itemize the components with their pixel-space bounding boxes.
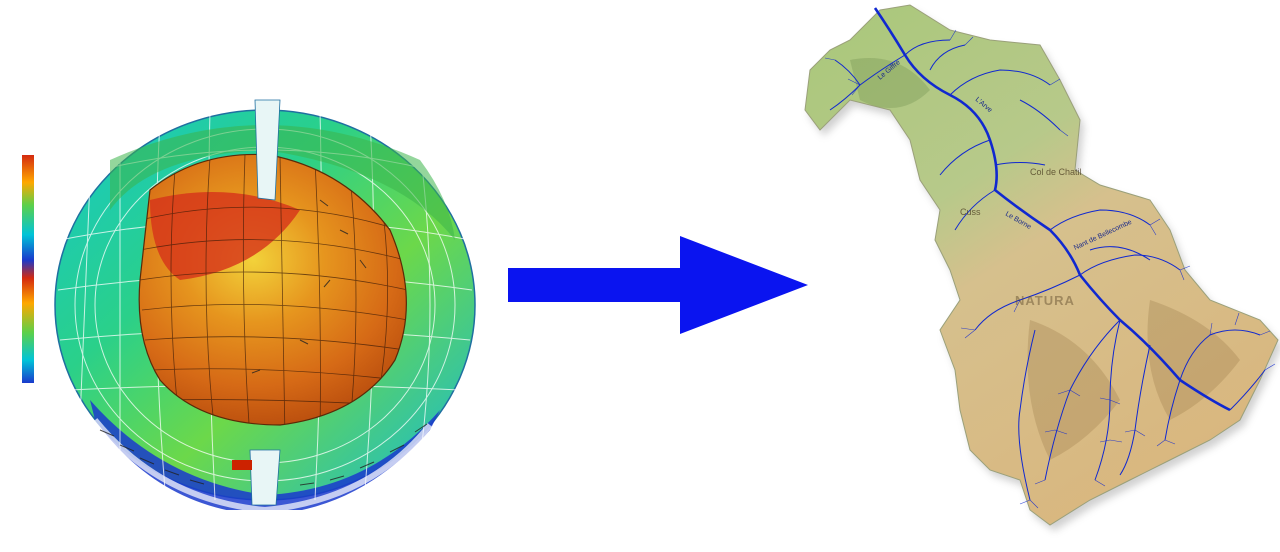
- core-grid: [139, 154, 407, 425]
- place-label-1: Cuss: [960, 207, 981, 217]
- velocity-vectors: [99, 199, 428, 486]
- arrow-icon: [508, 236, 808, 334]
- basin-area: [804, 4, 1279, 526]
- downscaling-arrow: [500, 230, 820, 340]
- river-basin-map: NATURA Col de Chatil Cuss L'Arve Le Giff…: [804, 4, 1280, 531]
- region-title: NATURA: [1015, 293, 1075, 308]
- tributaries: [829, 39, 1266, 501]
- place-label-0: Col de Chatil: [1030, 167, 1082, 177]
- global-model-figure: [22, 99, 476, 515]
- main-river: [873, 7, 1231, 412]
- river-basin-panel: NATURA Col de Chatil Cuss L'Arve Le Giff…: [790, 0, 1280, 552]
- global-model-panel: [0, 40, 490, 515]
- relief-shading: [850, 58, 1240, 460]
- color-scale-bar: [22, 155, 34, 383]
